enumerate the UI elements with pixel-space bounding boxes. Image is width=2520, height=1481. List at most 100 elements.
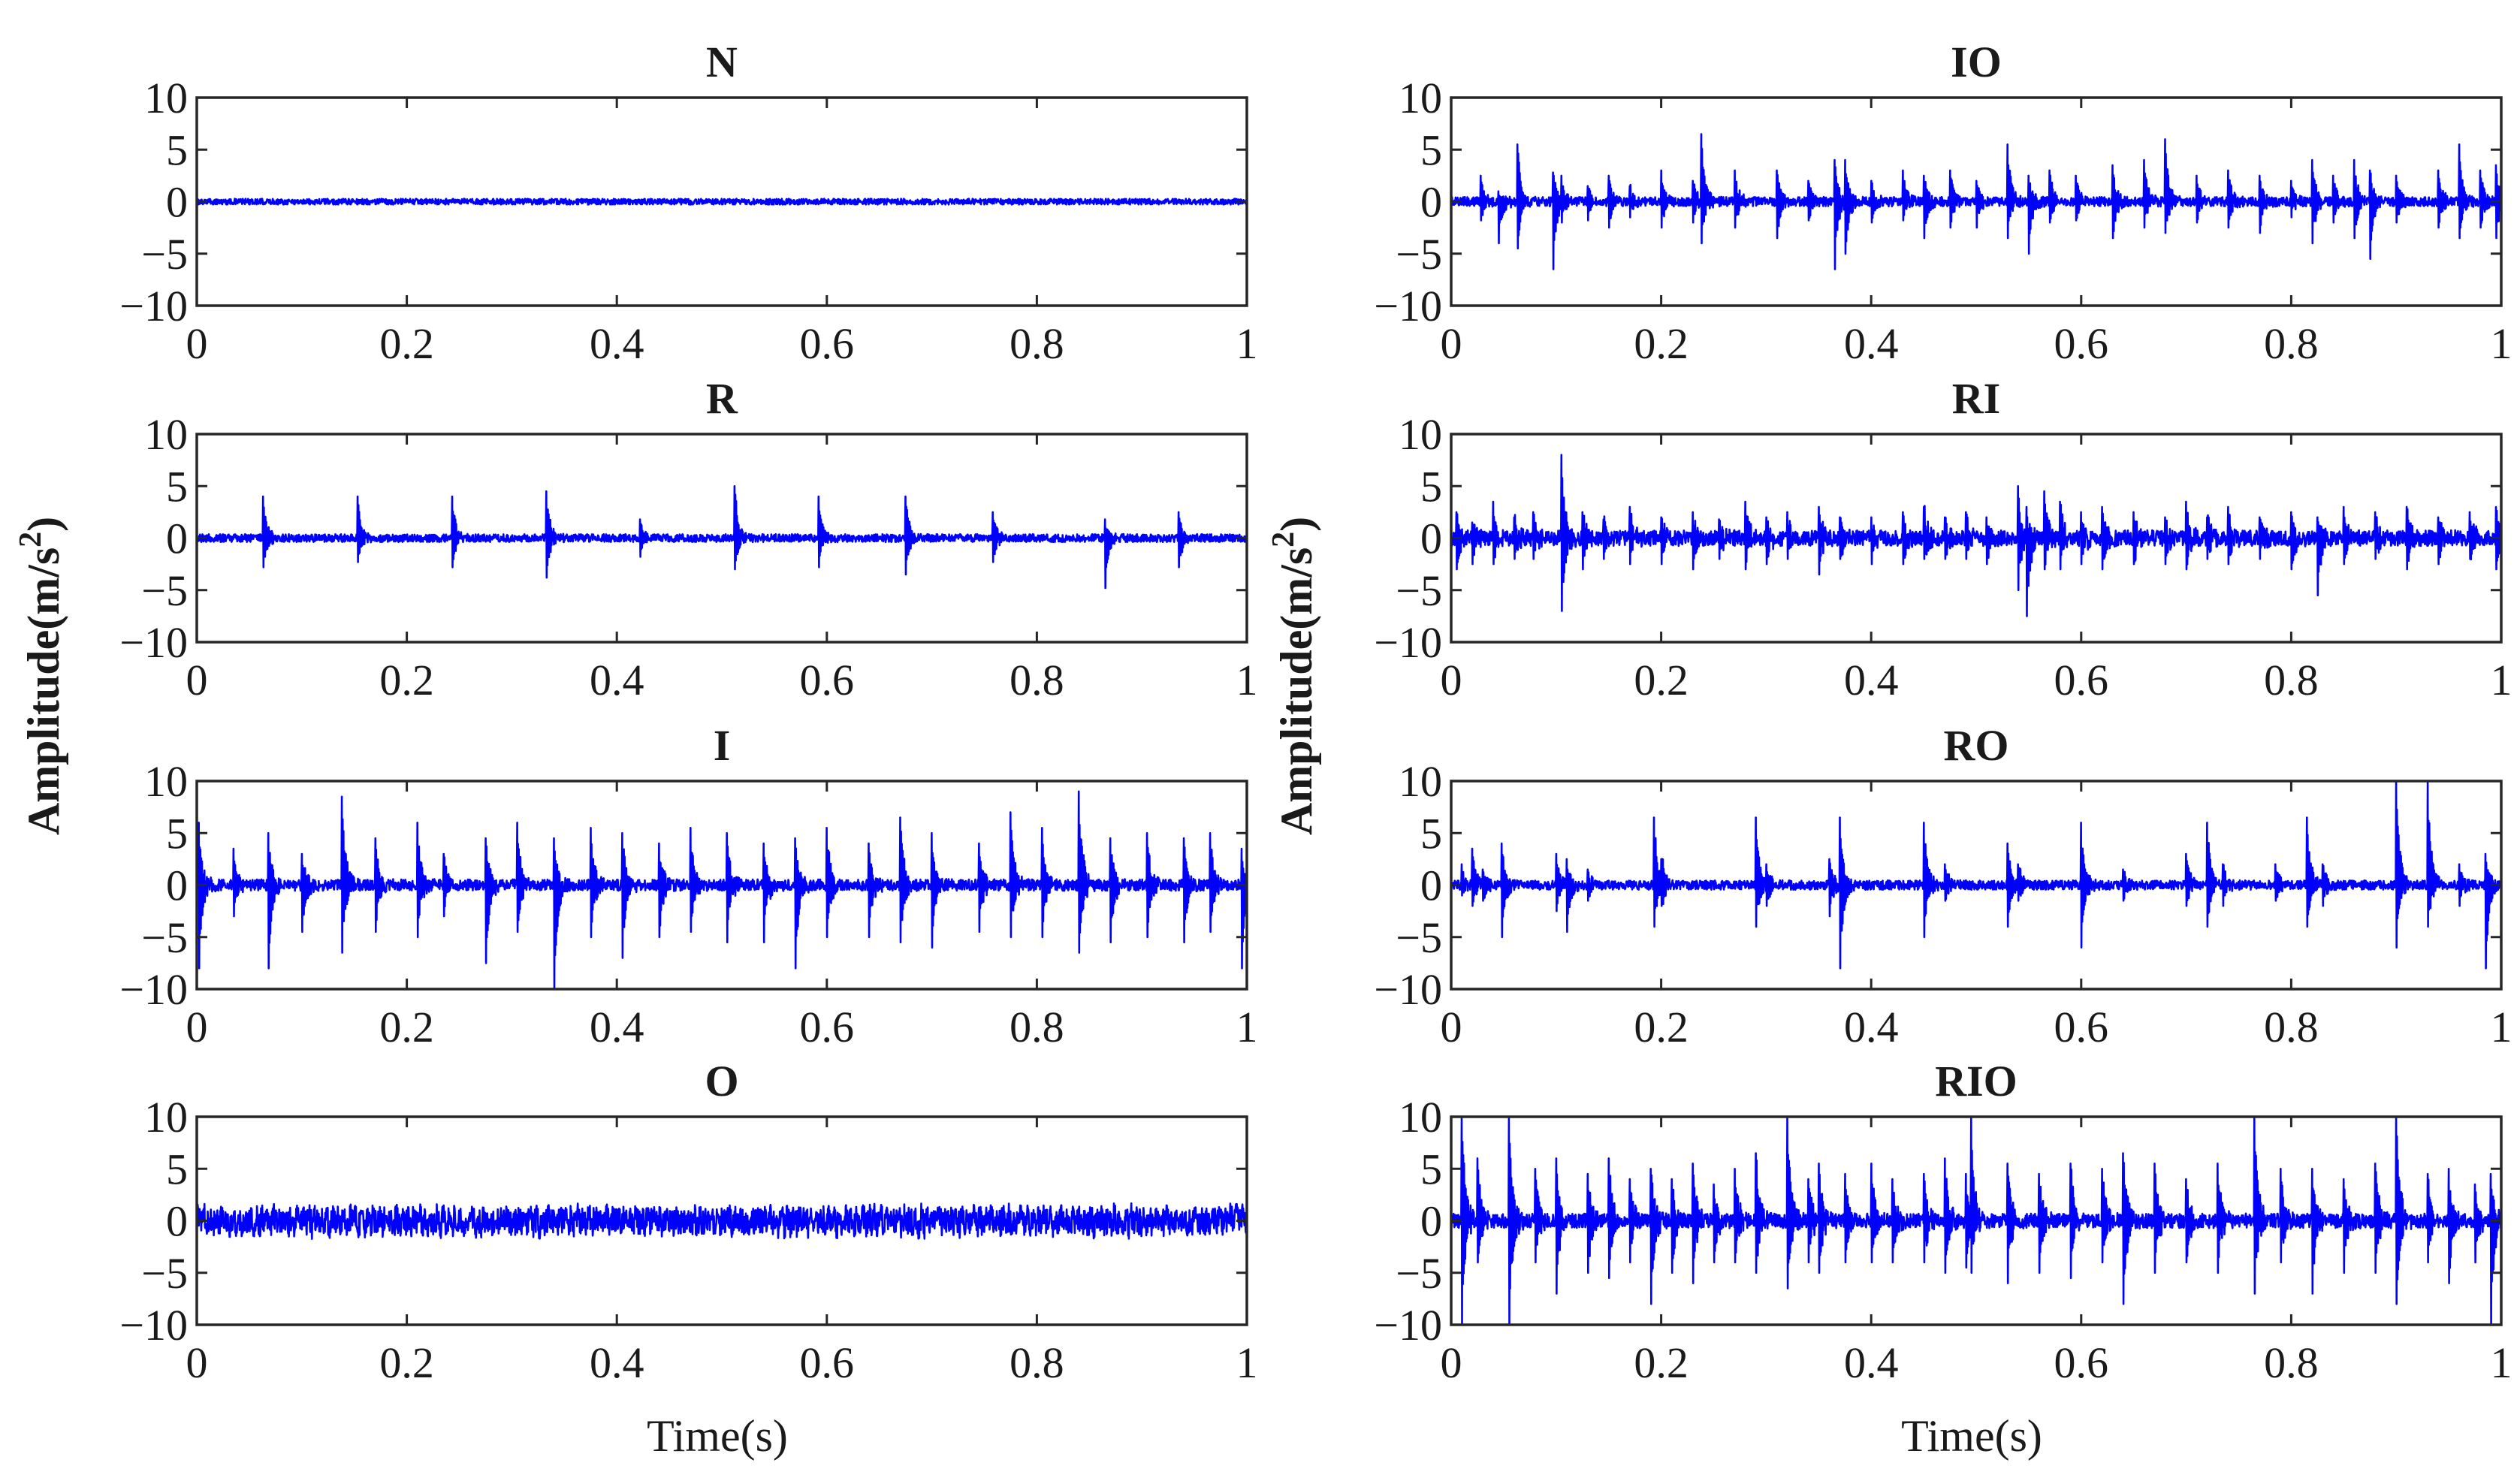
subplot-title-o: O	[705, 1057, 738, 1105]
x-tick-label: 0.6	[800, 319, 855, 368]
subplot-title-io: IO	[1951, 38, 2002, 86]
x-tick-label: 0.2	[379, 1338, 434, 1387]
y-tick-label: 0	[1420, 1197, 1442, 1246]
x-tick-label: 0.8	[2264, 1003, 2319, 1051]
x-tick-label: 0	[1441, 319, 1462, 368]
y-tick-label: 5	[166, 462, 188, 511]
x-tick-label: 0.8	[2264, 1338, 2319, 1387]
x-tick-label: 1	[1236, 1338, 1258, 1387]
y-tick-label: −10	[119, 282, 188, 330]
y-tick-label: −5	[141, 566, 188, 615]
y-tick-label: 0	[1420, 514, 1442, 563]
x-tick-label: 0.6	[2054, 319, 2109, 368]
x-tick-label: 0.4	[590, 319, 644, 368]
y-tick-label: −5	[141, 1249, 188, 1298]
signal-line-io	[1450, 133, 2503, 270]
x-tick-label: 0.6	[800, 1003, 855, 1051]
x-axis-label-right: Time(s)	[1901, 1411, 2042, 1461]
y-tick-label: −10	[1374, 282, 1442, 330]
subplot-title-rio: RIO	[1935, 1057, 2018, 1105]
x-tick-label: 0.4	[590, 1338, 644, 1387]
y-tick-label: −10	[1374, 618, 1442, 667]
x-tick-label: 0	[186, 1003, 208, 1051]
x-tick-label: 0.4	[1844, 319, 1899, 368]
y-tick-label: −5	[1396, 230, 1442, 279]
x-tick-label: 0.2	[1634, 656, 1689, 704]
x-tick-label: 0.8	[1010, 656, 1064, 704]
y-tick-label: 5	[1420, 462, 1442, 511]
x-tick-label: 0.8	[2264, 656, 2319, 704]
y-tick-label: 0	[166, 861, 188, 910]
y-tick-label: 10	[1399, 757, 1442, 806]
x-tick-label: 0.6	[800, 656, 855, 704]
y-tick-label: −10	[119, 1301, 188, 1350]
x-tick-label: 0.2	[379, 1003, 434, 1051]
y-axis-label-text: Amplitude(m/s	[1272, 547, 1321, 835]
y-tick-label: 10	[144, 410, 188, 459]
x-tick-label: 0.4	[1844, 656, 1899, 704]
x-tick-label: 1	[2491, 656, 2512, 704]
x-tick-label: 0	[186, 656, 208, 704]
y-tick-label: 10	[144, 757, 188, 806]
y-tick-label: −10	[119, 618, 188, 667]
subplot-title-ro: RO	[1944, 721, 2009, 770]
y-tick-label: 10	[144, 1093, 188, 1142]
x-tick-label: 1	[2491, 319, 2512, 368]
y-tick-label: −10	[1374, 965, 1442, 1014]
x-tick-label: 0.4	[590, 1003, 644, 1051]
x-tick-label: 0.8	[1010, 319, 1064, 368]
x-tick-label: 1	[2491, 1003, 2512, 1051]
x-tick-label: 0	[186, 319, 208, 368]
x-tick-label: 0.8	[1010, 1003, 1064, 1051]
x-tick-label: 0	[1441, 656, 1462, 704]
x-tick-label: 0.6	[800, 1338, 855, 1387]
y-tick-label: 0	[166, 178, 188, 227]
y-tick-label: 5	[1420, 809, 1442, 858]
subplot-title-r: R	[706, 374, 738, 423]
y-axis-label-close: )	[1272, 517, 1321, 532]
signal-line-ro	[1450, 780, 2503, 970]
y-axis-label-close: )	[19, 517, 68, 532]
y-tick-label: 5	[166, 125, 188, 174]
x-tick-label: 1	[2491, 1338, 2512, 1387]
signal-line-n	[196, 198, 1248, 206]
y-tick-label: 10	[1399, 410, 1442, 459]
y-tick-label: 5	[166, 809, 188, 858]
y-tick-label: −5	[141, 230, 188, 279]
x-tick-label: 0.2	[1634, 1003, 1689, 1051]
y-tick-label: 0	[166, 1197, 188, 1246]
y-tick-label: −10	[119, 965, 188, 1014]
x-tick-label: 0.2	[1634, 319, 1689, 368]
signal-line-i	[195, 790, 1248, 991]
y-axis-label-superscript: 2	[14, 532, 48, 547]
x-axis-label-left: Time(s)	[647, 1411, 788, 1461]
x-tick-label: 0.8	[2264, 319, 2319, 368]
x-tick-label: 0.4	[1844, 1338, 1899, 1387]
x-tick-label: 0	[1441, 1338, 1462, 1387]
y-tick-label: −5	[141, 913, 188, 962]
subplot-title-n: N	[706, 38, 738, 86]
x-tick-label: 0.6	[2054, 1338, 2109, 1387]
x-tick-label: 0.4	[1844, 1003, 1899, 1051]
signal-line-rio	[1450, 1115, 2503, 1326]
x-tick-label: 0.6	[2054, 1003, 2109, 1051]
y-tick-label: −5	[1396, 1249, 1442, 1298]
x-tick-label: 0	[1441, 1003, 1462, 1051]
y-axis-label-superscript: 2	[1266, 532, 1301, 547]
y-tick-label: −10	[1374, 1301, 1442, 1350]
x-tick-label: 1	[1236, 319, 1258, 368]
y-axis-label-text: Amplitude(m/s	[19, 547, 68, 835]
signal-line-o	[195, 1202, 1248, 1240]
y-tick-label: 10	[1399, 1093, 1442, 1142]
y-tick-label: −5	[1396, 566, 1442, 615]
x-tick-label: 0.6	[2054, 656, 2109, 704]
y-tick-label: 10	[1399, 74, 1442, 122]
